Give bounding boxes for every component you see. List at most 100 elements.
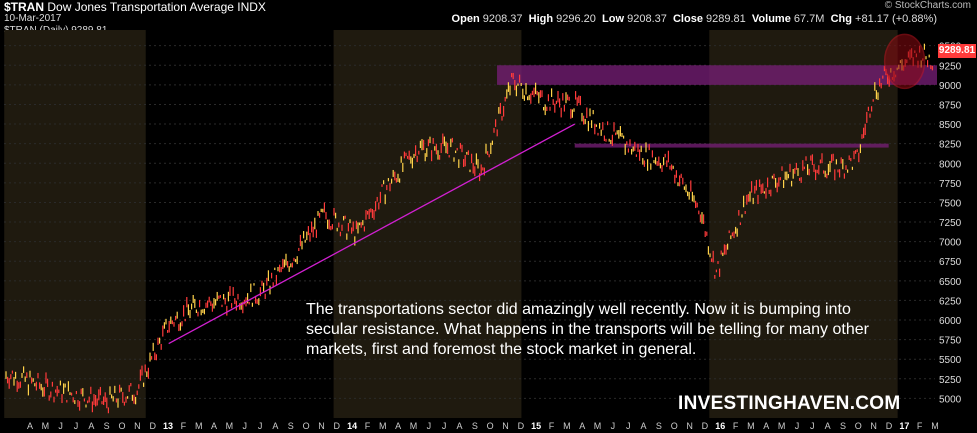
x-tick-label: N	[134, 421, 141, 431]
year-band-0	[4, 30, 146, 418]
y-tick-label: 6250	[939, 296, 962, 307]
x-tick-label: M	[747, 421, 755, 431]
chg-value: +81.17 (+0.88%)	[855, 13, 937, 25]
x-tick-label: D	[149, 421, 156, 431]
chart-annotation: The transportations sector did amazingly…	[306, 301, 869, 358]
ticker-name: Dow Jones Transportation Average INDX	[47, 0, 266, 14]
x-tick-label: J	[58, 421, 63, 431]
x-tick-label: J	[626, 421, 631, 431]
x-tick-label: 15	[531, 421, 541, 431]
brand-watermark: INVESTINGHAVEN.COM	[678, 393, 901, 414]
x-tick-label: J	[795, 421, 800, 431]
x-tick-label: A	[395, 421, 401, 431]
ohlc-readout: Open 9208.37 High 9296.20 Low 9208.37 Cl…	[452, 13, 937, 25]
x-tick-label: M	[379, 421, 387, 431]
x-tick-label: M	[226, 421, 234, 431]
x-tick-label: J	[810, 421, 815, 431]
chg-label: Chg	[830, 13, 852, 25]
open-label: Open	[451, 13, 480, 25]
x-tick-label: A	[825, 421, 831, 431]
x-tick-label: M	[931, 421, 939, 431]
x-tick-label: S	[656, 421, 662, 431]
chart-date: 10-Mar-2017	[4, 13, 62, 24]
close-label: Close	[672, 13, 703, 25]
y-tick-label: 5500	[939, 355, 962, 366]
x-tick-label: S	[840, 421, 846, 431]
chart-title: $TRAN Dow Jones Transportation Average I…	[4, 0, 266, 14]
x-tick-label: 17	[899, 421, 909, 431]
x-tick-label: 13	[163, 421, 173, 431]
resistance-zone-lower	[574, 143, 889, 148]
x-tick-label: O	[119, 421, 126, 431]
source-credit: © StockCharts.com	[884, 0, 971, 11]
x-tick-label: F	[365, 421, 371, 431]
y-tick-label: 5750	[939, 336, 962, 347]
x-tick-label: O	[671, 421, 678, 431]
x-tick-label: M	[410, 421, 418, 431]
x-tick-label: S	[472, 421, 478, 431]
year-band-1	[333, 30, 522, 418]
x-tick-label: A	[27, 421, 33, 431]
y-tick-label: 7250	[939, 218, 962, 229]
x-tick-label: A	[211, 421, 217, 431]
y-tick-label: 5250	[939, 375, 962, 386]
y-tick-label: 7000	[939, 238, 962, 249]
x-tick-label: O	[303, 421, 310, 431]
y-tick-label: 8000	[939, 159, 962, 170]
x-tick-label: J	[442, 421, 447, 431]
x-tick-label: M	[778, 421, 786, 431]
volume-value: 67.7M	[793, 13, 825, 25]
x-tick-label: O	[487, 421, 494, 431]
high-label: High	[528, 13, 554, 25]
y-tick-label: 7750	[939, 179, 962, 190]
x-tick-label: J	[242, 421, 247, 431]
y-tick-label: 6750	[939, 257, 962, 268]
x-tick-label: A	[579, 421, 585, 431]
x-tick-label: J	[258, 421, 263, 431]
x-tick-label: F	[181, 421, 187, 431]
x-tick-label: M	[195, 421, 203, 431]
x-tick-label: J	[611, 421, 616, 431]
x-tick-label: A	[456, 421, 462, 431]
volume-label: Volume	[751, 13, 791, 25]
highlight-circle	[883, 33, 926, 90]
x-tick-label: N	[502, 421, 509, 431]
resistance-zone-upper	[497, 65, 937, 85]
high-value: 9296.20	[556, 13, 596, 25]
x-tick-label: S	[288, 421, 294, 431]
x-tick-label: F	[917, 421, 923, 431]
x-tick-label: 16	[715, 421, 725, 431]
x-tick-label: A	[272, 421, 278, 431]
x-tick-label: A	[88, 421, 94, 431]
y-tick-label: 9000	[939, 81, 962, 92]
x-tick-label: M	[563, 421, 571, 431]
x-tick-label: D	[702, 421, 709, 431]
x-tick-label: A	[763, 421, 769, 431]
x-tick-label: 14	[347, 421, 357, 431]
x-tick-label: F	[733, 421, 739, 431]
y-tick-label: 9250	[939, 61, 962, 72]
x-tick-label: J	[427, 421, 432, 431]
x-tick-label: M	[594, 421, 602, 431]
x-tick-label: N	[686, 421, 693, 431]
y-tick-label: 8500	[939, 120, 962, 131]
x-tick-label: D	[886, 421, 893, 431]
support-trendline	[168, 123, 576, 345]
x-tick-label: M	[42, 421, 50, 431]
x-tick-label: N	[318, 421, 325, 431]
x-tick-label: O	[855, 421, 862, 431]
y-tick-label: 6500	[939, 277, 962, 288]
last-price-badge: 9289.81	[938, 44, 976, 58]
x-tick-label: D	[334, 421, 341, 431]
y-tick-label: 7500	[939, 198, 962, 209]
x-tick-label: D	[518, 421, 525, 431]
y-tick-label: 8250	[939, 140, 962, 151]
low-value: 9208.37	[627, 13, 667, 25]
ticker-symbol: $TRAN	[4, 0, 45, 14]
low-label: Low	[602, 13, 625, 25]
x-tick-label: N	[870, 421, 877, 431]
x-tick-label: S	[104, 421, 110, 431]
y-tick-label: 8750	[939, 100, 962, 111]
